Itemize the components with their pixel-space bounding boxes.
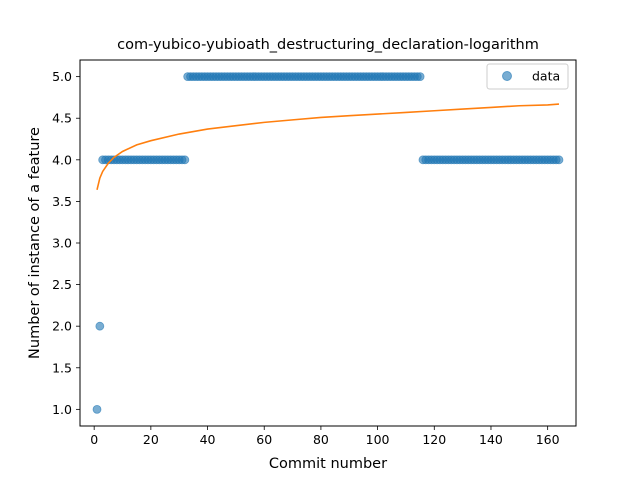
x-tick-label: 80 [313,432,329,447]
x-tick-label: 40 [200,432,216,447]
data-point [95,321,105,331]
data-point [92,404,102,414]
legend-marker-data [502,71,512,81]
x-axis-label: Commit number [269,456,387,472]
x-tick-label: 160 [536,432,560,447]
x-tick-label: 120 [422,432,446,447]
x-axis-ticks: 0 20 40 60 80 100 120 140 160 [90,426,560,447]
chart-title: com-yubico-yubioath_destructuring_declar… [117,37,539,53]
x-tick-label: 0 [90,432,98,447]
data-point [180,155,190,165]
data-point [554,155,564,165]
y-tick-label: 1.0 [52,402,72,417]
legend: data [486,63,569,90]
y-tick-label: 5.0 [52,69,72,84]
legend-box [486,63,569,90]
y-tick-label: 4.0 [52,152,72,167]
y-tick-label: 3.5 [52,194,72,209]
y-tick-label: 4.5 [52,111,72,126]
x-tick-label: 60 [256,432,272,447]
x-tick-label: 140 [479,432,503,447]
y-tick-label: 3.0 [52,236,72,251]
x-tick-label: 100 [366,432,390,447]
y-axis-ticks: 1.0 1.5 2.0 2.5 3.0 3.5 4.0 4.5 5.0 [52,69,80,417]
y-axis-label: Number of instance of a feature [27,127,43,359]
plot-marks [92,72,564,414]
y-tick-label: 2.0 [52,319,72,334]
fit-curve-line [96,103,560,190]
data-point [415,72,425,82]
y-tick-label: 2.5 [52,277,72,292]
x-tick-label: 20 [143,432,159,447]
y-tick-label: 1.5 [52,360,72,375]
legend-label-data: data [532,69,560,84]
